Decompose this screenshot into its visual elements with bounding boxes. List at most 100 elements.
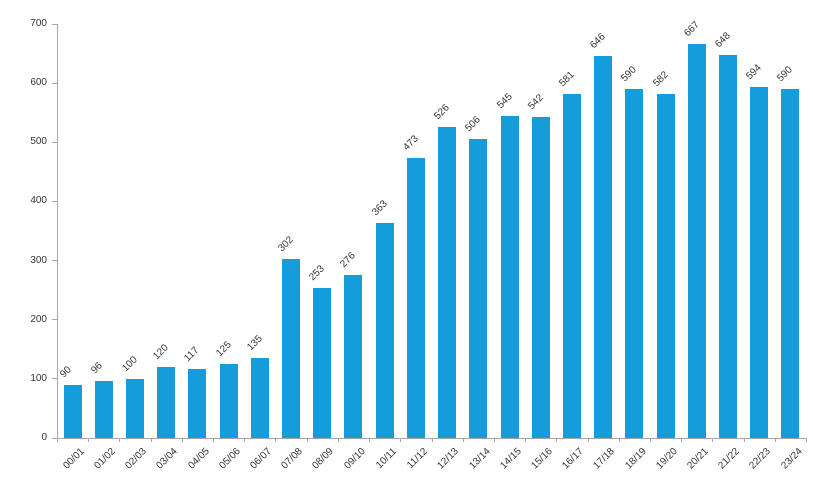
bar: [188, 368, 207, 438]
x-axis-tick: [744, 438, 745, 442]
x-axis-tick: [338, 438, 339, 442]
bar-value-label: 253: [307, 263, 328, 284]
x-axis-tick: [151, 438, 152, 442]
y-axis-line: [57, 24, 58, 438]
y-axis-tick-label: 200: [30, 313, 47, 325]
x-axis-label: 20/21: [685, 446, 711, 472]
bar-value-label: 542: [525, 92, 546, 113]
x-axis-label: 07/08: [279, 446, 306, 472]
bar-value-label: 582: [650, 69, 671, 89]
bar-value-label: 648: [713, 30, 733, 50]
x-axis-tick: [619, 438, 620, 442]
bar-value-label: 646: [588, 31, 608, 51]
bar: [250, 358, 269, 438]
x-axis-label: 02/03: [123, 446, 150, 472]
x-axis-label: 12/13: [435, 446, 462, 472]
x-axis-tick: [556, 438, 557, 442]
x-axis-tick: [182, 438, 183, 442]
bar: [344, 274, 363, 438]
bar: [438, 126, 457, 438]
x-axis-label: 22/23: [747, 446, 774, 472]
x-axis-label: 04/05: [185, 446, 212, 472]
x-axis-label: 23/24: [778, 446, 805, 472]
bar: [406, 158, 425, 438]
plot-area: 0 100 200 300 400 500 600 700 90 00/01 96 01/02 100 0…: [30, 19, 807, 471]
x-axis-tick: [213, 438, 214, 442]
y-axis-tick: [52, 260, 57, 262]
bar-value-label: 526: [432, 102, 452, 122]
x-axis-tick: [275, 438, 276, 442]
bar: [562, 94, 581, 438]
x-axis-tick: [57, 438, 58, 442]
bar: [750, 86, 769, 438]
bar: [126, 378, 145, 438]
bar-value-label: 590: [619, 64, 640, 85]
y-axis-tick: [52, 437, 57, 439]
bar: [219, 364, 238, 438]
bar: [94, 381, 113, 438]
x-axis-tick: [400, 438, 401, 442]
bar: [157, 367, 176, 438]
bar: [781, 89, 800, 438]
x-axis-label: 00/01: [61, 446, 87, 472]
bar: [500, 115, 519, 438]
y-axis-tick-label: 600: [30, 77, 47, 89]
bar-value-label: 135: [245, 333, 265, 354]
x-axis-label: 14/15: [498, 446, 524, 472]
x-axis-label: 08/09: [310, 446, 337, 472]
y-axis-tick: [52, 82, 57, 84]
y-axis-tick-label: 100: [30, 372, 47, 384]
y-axis-tick: [52, 378, 57, 380]
x-axis-tick: [88, 438, 89, 442]
x-axis-tick: [775, 438, 776, 442]
x-axis-tick: [369, 438, 370, 442]
x-axis-label: 17/18: [591, 446, 618, 472]
x-axis-label: 09/10: [342, 446, 368, 472]
bar-value-label: 117: [182, 344, 202, 364]
bar: [594, 55, 613, 438]
x-axis-label: 05/06: [217, 446, 243, 472]
y-axis-tick: [52, 141, 57, 143]
y-axis-tick-label: 300: [30, 254, 47, 266]
x-axis-tick: [494, 438, 495, 442]
x-axis-tick: [119, 438, 120, 442]
x-axis-label: 11/12: [404, 446, 430, 471]
x-axis-label: 10/11: [373, 446, 399, 471]
x-axis-tick: [588, 438, 589, 442]
bar-value-label: 100: [120, 354, 140, 374]
bar-value-label: 96: [89, 360, 105, 377]
y-axis-tick: [52, 200, 57, 202]
y-axis-tick: [52, 23, 57, 25]
bar-value-label: 125: [213, 339, 234, 360]
x-axis-label: 19/20: [654, 446, 680, 472]
x-axis-tick: [432, 438, 433, 442]
x-axis-tick: [463, 438, 464, 442]
bar-value-label: 473: [401, 133, 421, 154]
bar-value-label: 594: [744, 62, 764, 82]
y-axis-tick-label: 400: [30, 195, 47, 207]
bar: [625, 89, 644, 438]
y-axis-tick-label: 500: [30, 136, 47, 148]
bar-value-label: 590: [775, 64, 796, 85]
x-axis-label: 16/17: [560, 446, 586, 472]
bar: [63, 384, 82, 438]
x-axis-tick: [806, 438, 807, 442]
bar: [375, 223, 394, 438]
bar: [687, 43, 706, 438]
bar: [531, 117, 550, 438]
bar: [656, 93, 675, 438]
x-axis-tick: [307, 438, 308, 442]
bar-value-label: 545: [494, 91, 515, 111]
x-axis-label: 15/16: [529, 446, 555, 472]
bar-value-label: 363: [369, 198, 390, 219]
y-axis-tick-label: 700: [30, 18, 47, 29]
y-axis-tick: [52, 319, 57, 321]
bar: [313, 288, 332, 438]
y-axis-tick-label: 0: [41, 432, 47, 443]
x-axis-line: [57, 438, 806, 439]
bar-value-label: 581: [557, 69, 577, 90]
x-axis-tick: [681, 438, 682, 442]
x-axis-tick: [650, 438, 651, 442]
x-axis-tick: [525, 438, 526, 442]
